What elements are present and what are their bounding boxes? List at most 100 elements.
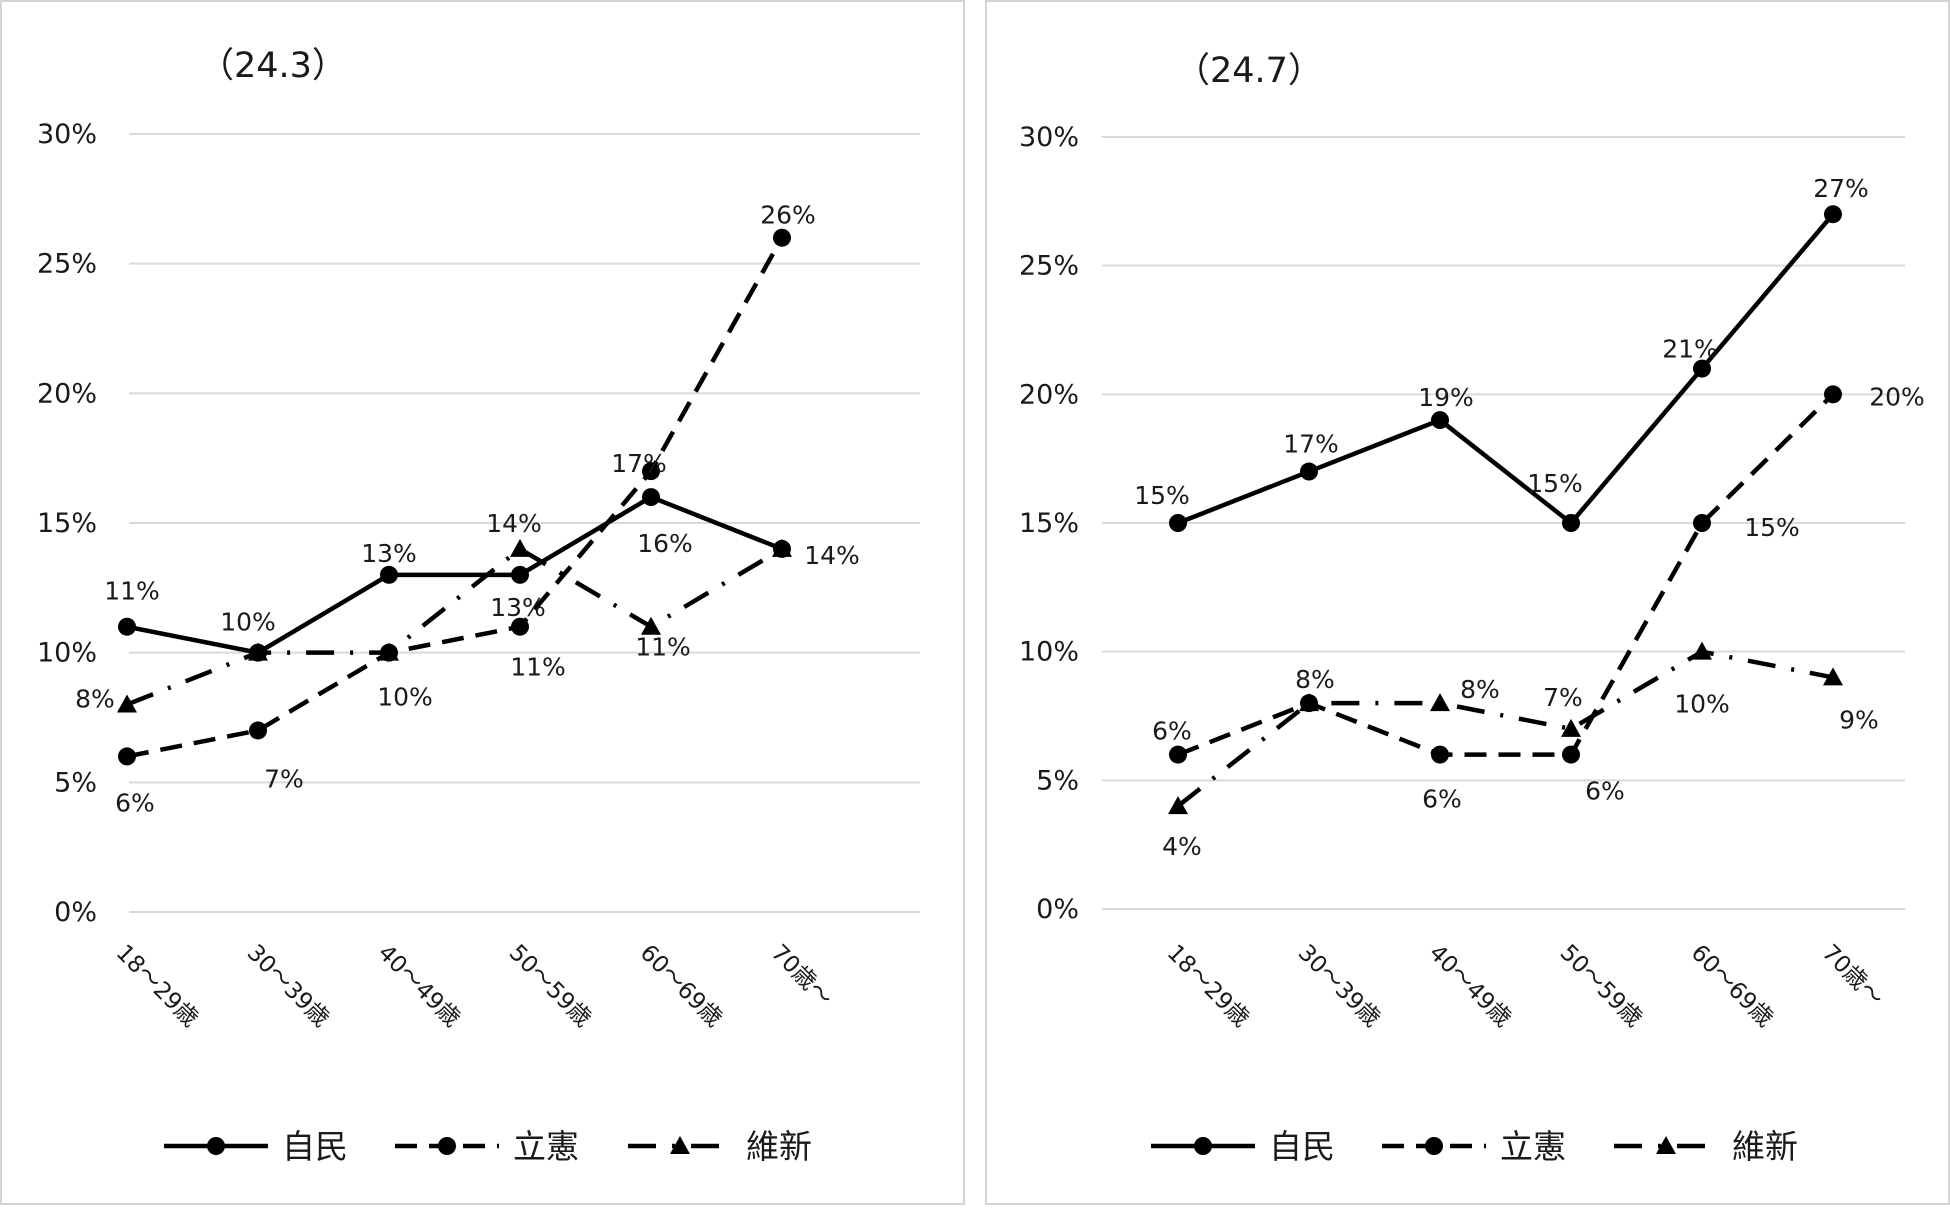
legend-marker — [1656, 1136, 1676, 1154]
data-point — [118, 747, 136, 766]
data-label: 19% — [1418, 383, 1474, 412]
legend-item: 自民 — [1151, 1127, 1335, 1166]
legend-marker — [1194, 1137, 1212, 1155]
data-point — [379, 642, 399, 661]
data-label: 10% — [220, 608, 276, 637]
data-label: 13% — [361, 539, 417, 568]
series-3 — [117, 538, 792, 713]
data-label: 27% — [1813, 174, 1869, 203]
series-line — [1176, 649, 1834, 808]
data-label: 15% — [1134, 481, 1190, 510]
legend: 自民 立憲 維新 — [164, 1127, 812, 1166]
x-tick-label: 70歳～ — [1817, 940, 1889, 1012]
data-point — [1431, 745, 1449, 764]
data-label: 16% — [637, 529, 693, 558]
legend-label: 自民 — [282, 1127, 348, 1166]
data-point — [1430, 693, 1450, 712]
data-point — [1168, 796, 1188, 815]
data-label: 11% — [510, 653, 566, 682]
x-tick-label: 18～29歳 — [111, 940, 203, 1032]
data-point — [511, 565, 529, 584]
legend-marker — [670, 1136, 690, 1154]
y-tick-label: 15% — [37, 508, 97, 539]
data-point — [1169, 745, 1187, 764]
data-point — [1169, 514, 1187, 532]
data-label: 17% — [611, 449, 667, 478]
series-line — [1177, 392, 1835, 757]
legend-marker — [207, 1137, 225, 1155]
y-tick-label: 25% — [37, 249, 97, 280]
y-tick-label: 30% — [37, 119, 97, 150]
data-point — [249, 721, 267, 740]
legend-item: 自民 — [164, 1127, 348, 1166]
x-tick-label: 50～59歳 — [1555, 940, 1647, 1032]
data-label: 15% — [1744, 513, 1800, 542]
series-line — [126, 494, 783, 655]
data-label: 6% — [1152, 717, 1192, 746]
data-label: 10% — [1674, 690, 1730, 719]
data-label: 13% — [490, 593, 546, 622]
data-point — [510, 538, 530, 557]
x-tick-label: 30～39歳 — [242, 940, 334, 1032]
x-tick-label: 70歳～ — [766, 940, 838, 1012]
data-label: 21% — [1662, 335, 1718, 364]
data-label: 14% — [804, 541, 860, 570]
x-tick-label: 18～29歳 — [1162, 940, 1254, 1032]
data-point — [642, 488, 660, 507]
chart-panel-24-3: （24.3） 0% 5% 10% 15% 20% 25% 30% 18～29歳 30～39歳 40～… — [0, 0, 965, 1205]
data-point — [1693, 514, 1711, 532]
chart-title: （24.3） — [199, 46, 347, 86]
series-1 — [1169, 205, 1842, 532]
line-chart-24-3: （24.3） 0% 5% 10% 15% 20% 25% 30% 18～29歳 30～39歳 40～… — [37, 46, 920, 1166]
y-tick-label: 25% — [1019, 251, 1079, 282]
data-label: 8% — [1295, 665, 1335, 694]
data-label: 8% — [1460, 675, 1500, 704]
series-2 — [1169, 385, 1842, 764]
x-tick-label: 60～69歳 — [1686, 940, 1778, 1032]
chart-title: （24.7） — [1175, 51, 1323, 91]
data-point — [1431, 411, 1449, 430]
data-point — [773, 228, 791, 247]
legend-item: 維新 — [1614, 1127, 1798, 1166]
data-point — [1299, 693, 1319, 712]
data-point — [641, 616, 661, 635]
legend-label: 立憲 — [513, 1127, 579, 1166]
data-label: 17% — [1283, 430, 1339, 459]
data-point — [1562, 745, 1580, 764]
data-label: 6% — [115, 788, 155, 817]
y-tick-label: 15% — [1019, 508, 1079, 539]
data-point — [1823, 667, 1843, 686]
legend-item: 維新 — [628, 1127, 812, 1166]
data-label: 6% — [1585, 777, 1625, 806]
y-tick-label: 10% — [37, 638, 97, 669]
legend-marker — [1425, 1137, 1443, 1155]
data-point — [642, 462, 660, 481]
y-tick-label: 20% — [37, 378, 97, 409]
y-tick-label: 0% — [1036, 894, 1079, 925]
data-label: 7% — [1543, 683, 1583, 712]
data-label: 8% — [75, 685, 115, 714]
y-tick-label: 10% — [1019, 637, 1079, 668]
legend-item: 立憲 — [395, 1127, 579, 1166]
data-point — [511, 617, 529, 636]
y-tick-label: 30% — [1019, 122, 1079, 153]
x-tick-label: 40～49歳 — [373, 940, 465, 1032]
y-tick-label: 5% — [1036, 765, 1079, 796]
data-point — [1693, 359, 1711, 378]
series-line — [1177, 212, 1835, 526]
x-tick-label: 60～69歳 — [635, 940, 727, 1032]
data-point — [117, 694, 137, 713]
data-point — [1561, 718, 1581, 737]
x-tick-label: 50～59歳 — [504, 940, 596, 1032]
data-label: 7% — [264, 764, 304, 793]
x-tick-label: 40～49歳 — [1424, 940, 1516, 1032]
legend-item: 立憲 — [1382, 1127, 1566, 1166]
data-point — [1562, 514, 1580, 532]
y-tick-label: 0% — [54, 897, 97, 928]
series-3 — [1168, 641, 1843, 815]
data-point — [1824, 205, 1842, 224]
series-2 — [118, 228, 791, 766]
y-tick-label: 20% — [1019, 379, 1079, 410]
data-label: 15% — [1527, 469, 1583, 498]
legend-label: 維新 — [1732, 1127, 1798, 1166]
